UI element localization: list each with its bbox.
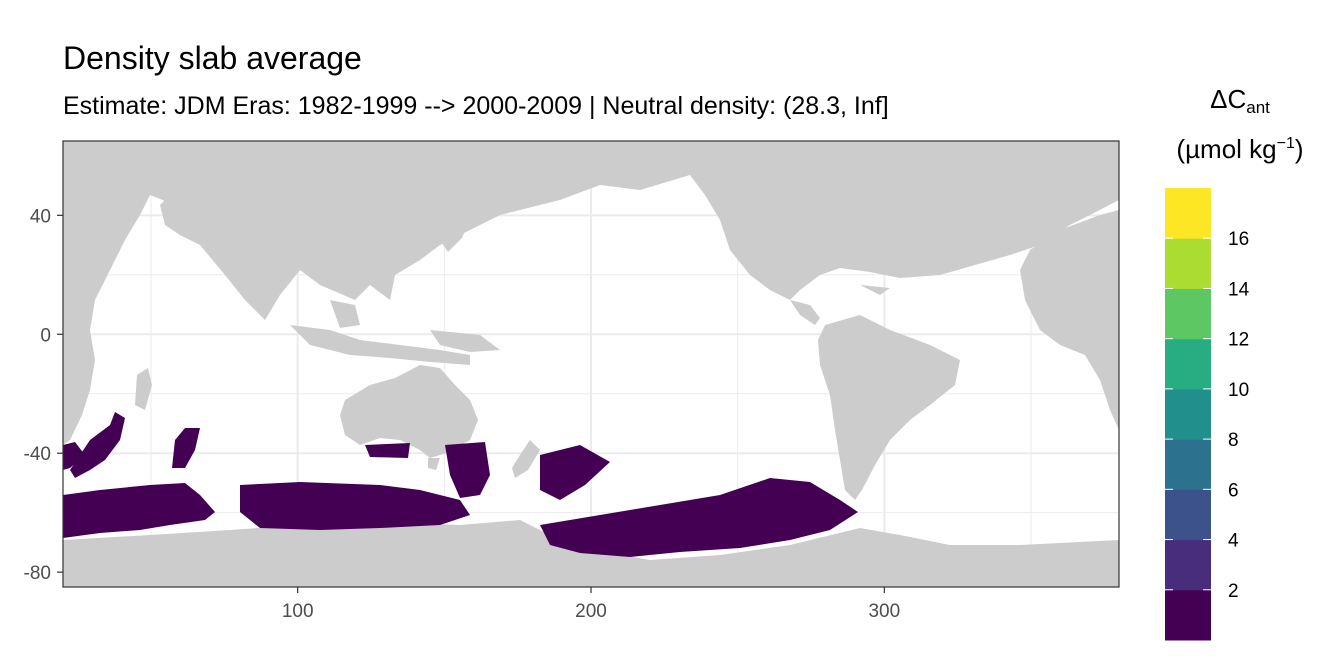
x-axis: 100 200 300 <box>282 587 900 622</box>
land-borneo-newguinea <box>330 300 500 352</box>
land-africa-east-edge <box>1020 210 1119 430</box>
legend: 2 4 6 8 10 12 14 16 <box>1165 188 1250 641</box>
data-layer <box>63 412 858 557</box>
land-indonesia <box>290 325 470 365</box>
land-central-america <box>790 285 890 325</box>
legend-title-quantity: ΔCant <box>1150 84 1330 118</box>
ocean-region-tasman-east <box>445 442 490 498</box>
land-madagascar <box>135 368 152 410</box>
ocean-region-indian-north-1 <box>63 442 85 470</box>
x-tick-label: 200 <box>575 601 607 622</box>
legend-break-label: 6 <box>1228 480 1239 501</box>
land-new-zealand <box>512 440 540 478</box>
legend-unit-suffix: ) <box>1294 134 1304 164</box>
land-north-america <box>690 141 1119 300</box>
ocean-region-pacific-islands <box>540 445 610 500</box>
x-tick-label: 100 <box>282 601 314 622</box>
chart-subtitle: Estimate: JDM Eras: 1982-1999 --> 2000-2… <box>63 92 889 120</box>
legend-color-bin <box>1165 338 1211 390</box>
legend-color-bin <box>1165 439 1211 490</box>
y-tick-label: 0 <box>40 325 51 346</box>
legend-color-bin <box>1165 238 1211 289</box>
legend-break-label: 8 <box>1228 430 1239 451</box>
legend-break-label: 12 <box>1228 330 1249 351</box>
legend-color-bin <box>1165 388 1211 440</box>
legend-title-subscript: ant <box>1246 98 1270 117</box>
land-greenland <box>1000 141 1050 170</box>
ocean-region-tasman-south <box>365 443 410 458</box>
legend-break-label: 2 <box>1228 581 1239 602</box>
land-australia <box>340 365 478 458</box>
legend-break-label: 14 <box>1228 279 1250 300</box>
land-tasmania <box>428 458 440 470</box>
legend-color-bin <box>1165 539 1211 591</box>
legend-unit-prefix: (µmol kg <box>1176 134 1277 164</box>
legend-title-unit: (µmol kg−1) <box>1150 134 1330 165</box>
y-tick-label: -40 <box>24 444 51 465</box>
legend-color-bin <box>1165 589 1211 641</box>
land-africa <box>63 141 205 445</box>
legend-unit-superscript: −1 <box>1276 135 1295 152</box>
ocean-region-indian-north-3 <box>172 428 200 468</box>
land-south-america <box>818 315 960 500</box>
land-japan <box>440 218 470 252</box>
legend-color-bin <box>1165 288 1211 340</box>
legend-color-bin <box>1165 188 1211 239</box>
ocean-region-indian-south <box>63 483 215 538</box>
legend-color-bin <box>1165 489 1211 541</box>
ocean-region-indian-north-2 <box>70 412 125 478</box>
legend-break-label: 4 <box>1228 531 1239 552</box>
y-tick-label: -80 <box>24 563 51 584</box>
legend-break-label: 10 <box>1228 380 1249 401</box>
legend-break-label: 16 <box>1228 229 1249 250</box>
y-axis: 40 0 -40 -80 <box>24 206 63 584</box>
ocean-region-pacific-south <box>540 478 858 557</box>
land-eurasia <box>160 141 700 320</box>
y-tick-label: 40 <box>30 206 51 227</box>
ocean-region-indian-central <box>240 482 470 530</box>
legend-title-main: ΔC <box>1210 84 1247 114</box>
x-tick-label: 300 <box>868 601 900 622</box>
chart-title: Density slab average <box>63 40 362 76</box>
